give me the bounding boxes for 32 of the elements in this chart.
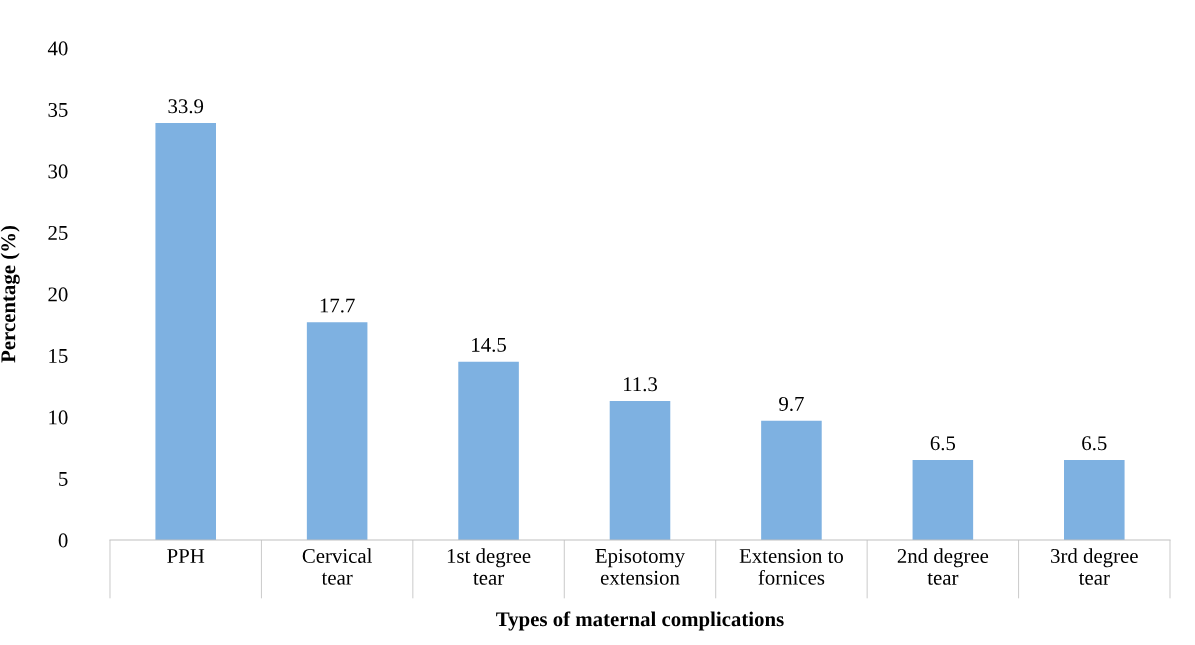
y-axis-title: Percentage (%) (0, 225, 20, 363)
bar (155, 123, 216, 540)
y-tick-label: 25 (48, 225, 68, 240)
bar (458, 361, 519, 540)
x-tick-label: Cervical tear (302, 548, 373, 585)
bar (912, 460, 974, 540)
y-tick-label: 20 (48, 287, 68, 302)
y-tick-label: 5 (59, 472, 68, 486)
y-tick-label: 0 (58, 533, 68, 548)
y-tick-label: 35 (48, 102, 68, 117)
x-tick-label: 2nd degree tear (897, 548, 989, 585)
x-tick-label: PPH (167, 549, 205, 563)
data-label: 6.5 (930, 436, 956, 451)
data-label: 14.5 (472, 337, 506, 352)
data-label: 6.5 (1082, 436, 1107, 451)
data-label: 9.7 (779, 396, 804, 411)
y-tick-label: 30 (48, 164, 68, 179)
bar (761, 420, 822, 540)
x-tick-label: Extension to fornices (739, 548, 843, 585)
data-label: 17.7 (320, 298, 355, 313)
bar (306, 322, 368, 540)
x-tick-label: 3rd degree tear (1051, 548, 1138, 585)
y-tick-label: 40 (47, 41, 68, 56)
bar (609, 401, 671, 540)
data-label: 33.9 (168, 99, 204, 114)
bar (1064, 460, 1125, 540)
x-axis-title: Types of maternal complications (496, 611, 784, 631)
x-tick-label: Episotomy extension (595, 548, 686, 585)
y-tick-label: 15 (49, 348, 68, 363)
data-label: 11.3 (623, 377, 658, 392)
y-tick-label: 10 (49, 410, 68, 425)
x-tick-label: 1st degree tear (447, 548, 531, 585)
